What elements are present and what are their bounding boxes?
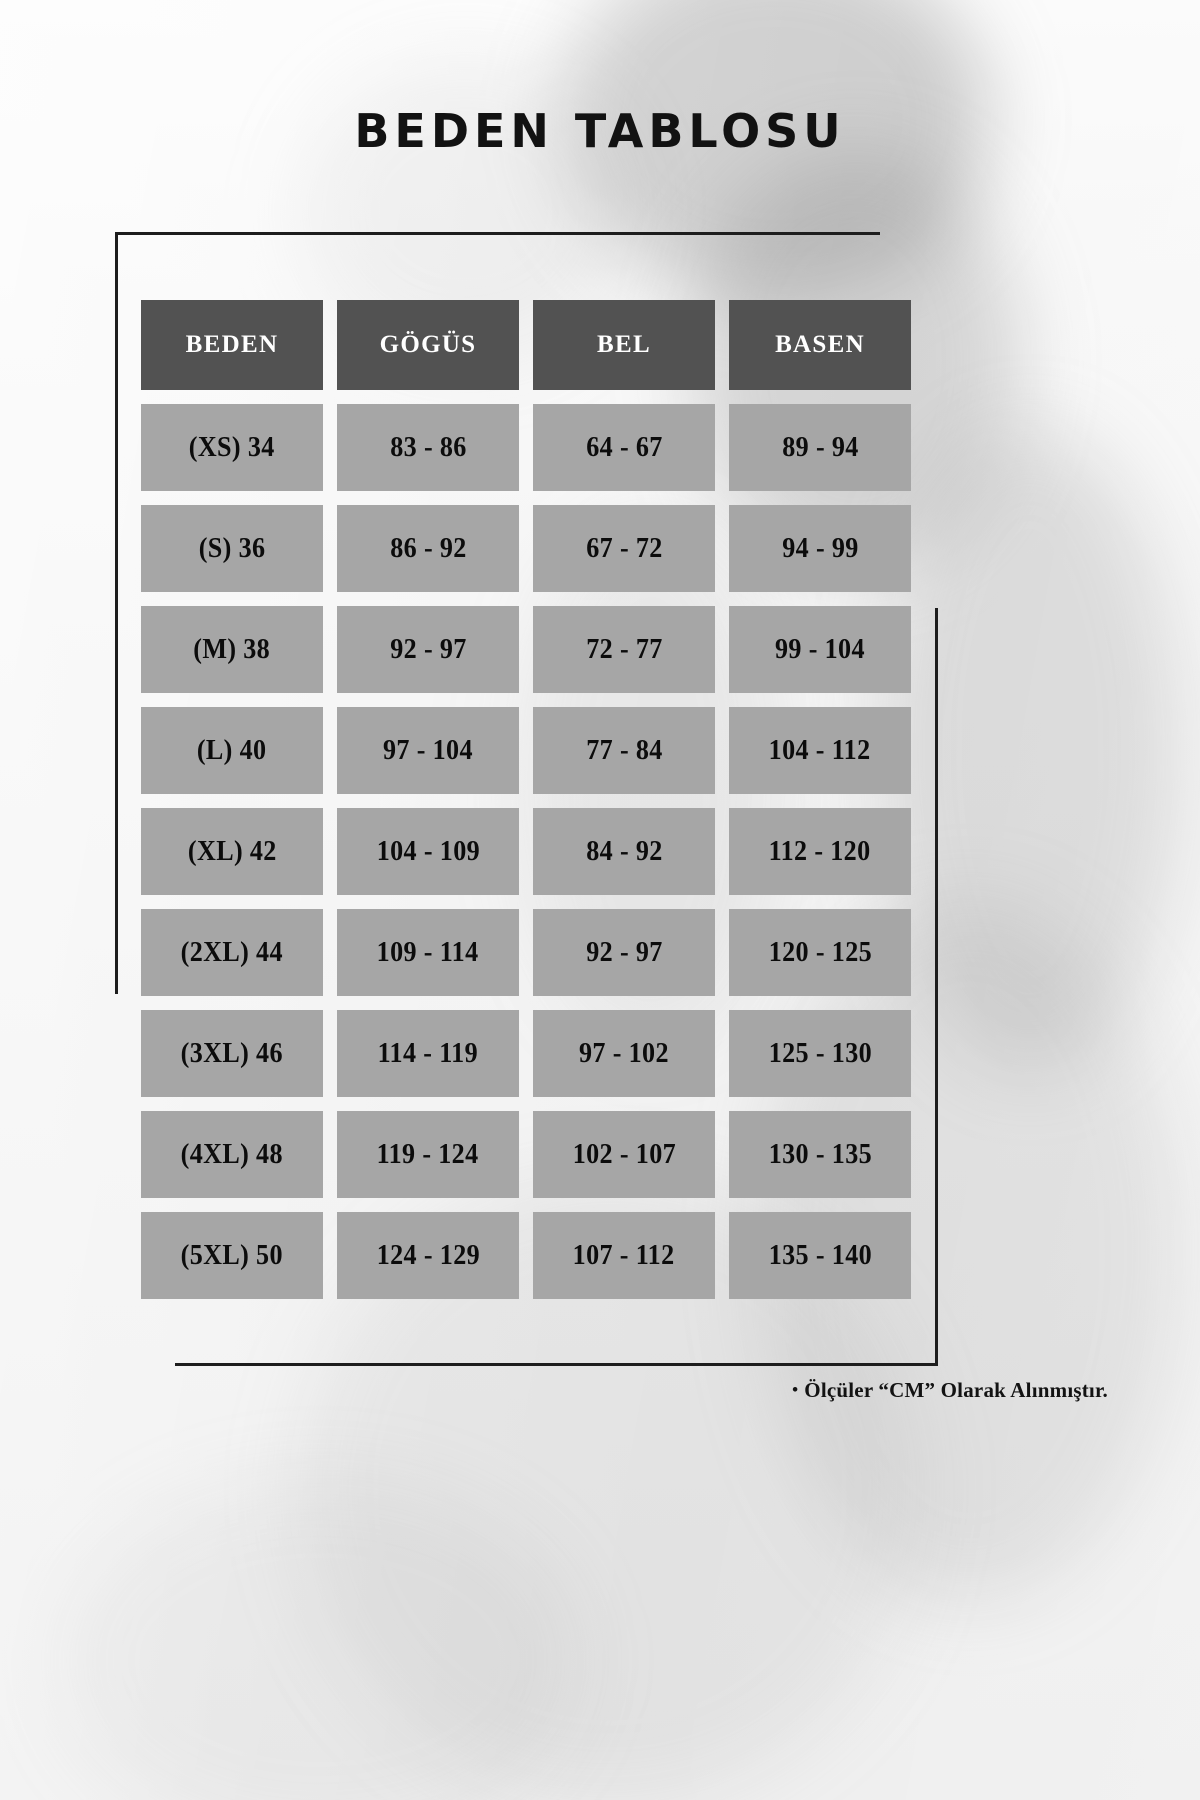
table-row: (M) 38 92 - 97 72 - 77 99 - 104: [141, 606, 911, 693]
table-row: (4XL) 48 119 - 124 102 - 107 130 - 135: [141, 1111, 911, 1198]
cell-value: 92 - 97: [389, 633, 467, 665]
cell-basen: 120 - 125: [729, 909, 911, 996]
cell-basen: 125 - 130: [729, 1010, 911, 1097]
cell-beden: (L) 40: [141, 707, 323, 794]
page-title: BEDEN TABLOSU: [354, 104, 846, 158]
cell-value: 72 - 77: [585, 633, 663, 665]
table-row: (XL) 42 104 - 109 84 - 92 112 - 120: [141, 808, 911, 895]
column-header-beden: BEDEN: [141, 300, 323, 390]
cell-value: 107 - 112: [573, 1239, 675, 1271]
cell-bel: 72 - 77: [533, 606, 715, 693]
cell-beden: (5XL) 50: [141, 1212, 323, 1299]
cell-beden: (2XL) 44: [141, 909, 323, 996]
cell-value: 125 - 130: [768, 1037, 872, 1069]
cell-bel: 92 - 97: [533, 909, 715, 996]
cell-value: 83 - 86: [389, 431, 467, 463]
table-row: (3XL) 46 114 - 119 97 - 102 125 - 130: [141, 1010, 911, 1097]
cell-beden: (4XL) 48: [141, 1111, 323, 1198]
cell-value: 86 - 92: [389, 532, 467, 564]
cell-gogus: 104 - 109: [337, 808, 519, 895]
cell-beden: (S) 36: [141, 505, 323, 592]
cell-value: 104 - 109: [376, 835, 480, 867]
cell-value: 104 - 112: [769, 734, 871, 766]
cell-basen: 135 - 140: [729, 1212, 911, 1299]
cell-basen: 112 - 120: [729, 808, 911, 895]
cell-gogus: 114 - 119: [337, 1010, 519, 1097]
cell-basen: 99 - 104: [729, 606, 911, 693]
cell-value: 119 - 124: [377, 1138, 479, 1170]
table-row: (2XL) 44 109 - 114 92 - 97 120 - 125: [141, 909, 911, 996]
decorative-line-top: [115, 232, 880, 235]
cell-value: 89 - 94: [781, 431, 859, 463]
footnote-text: Ölçüler “CM” Olarak Alınmıştır.: [804, 1378, 1108, 1402]
cell-value: 109 - 114: [377, 936, 479, 968]
table-row: (5XL) 50 124 - 129 107 - 112 135 - 140: [141, 1212, 911, 1299]
cell-value: 97 - 104: [383, 734, 473, 766]
cell-value: 130 - 135: [768, 1138, 872, 1170]
cell-value: (3XL) 46: [180, 1037, 284, 1069]
cell-basen: 94 - 99: [729, 505, 911, 592]
cell-gogus: 92 - 97: [337, 606, 519, 693]
cell-value: 94 - 99: [781, 532, 859, 564]
cell-gogus: 119 - 124: [337, 1111, 519, 1198]
column-header-gogus: GÖGÜS: [337, 300, 519, 390]
cell-value: 112 - 120: [769, 835, 871, 867]
cell-bel: 107 - 112: [533, 1212, 715, 1299]
cell-value: 124 - 129: [376, 1239, 480, 1271]
cell-bel: 97 - 102: [533, 1010, 715, 1097]
cell-value: 64 - 67: [585, 431, 663, 463]
cell-value: 102 - 107: [572, 1138, 676, 1170]
cell-value: (XS) 34: [189, 431, 275, 463]
cell-value: (XL) 42: [187, 835, 277, 867]
cell-gogus: 124 - 129: [337, 1212, 519, 1299]
bullet-icon: •: [792, 1380, 799, 1399]
table-row: (L) 40 97 - 104 77 - 84 104 - 112: [141, 707, 911, 794]
cell-gogus: 83 - 86: [337, 404, 519, 491]
cell-value: 135 - 140: [768, 1239, 872, 1271]
cell-gogus: 97 - 104: [337, 707, 519, 794]
decorative-line-bottom: [175, 1363, 938, 1366]
decorative-line-right: [935, 608, 938, 1366]
table-row: (XS) 34 83 - 86 64 - 67 89 - 94: [141, 404, 911, 491]
cell-value: (4XL) 48: [180, 1138, 284, 1170]
cell-basen: 130 - 135: [729, 1111, 911, 1198]
cell-basen: 104 - 112: [729, 707, 911, 794]
cell-bel: 67 - 72: [533, 505, 715, 592]
cell-beden: (M) 38: [141, 606, 323, 693]
cell-value: 120 - 125: [768, 936, 872, 968]
cell-value: (S) 36: [198, 532, 266, 564]
column-header-basen: BASEN: [729, 300, 911, 390]
cell-gogus: 86 - 92: [337, 505, 519, 592]
cell-bel: 77 - 84: [533, 707, 715, 794]
table-header-row: BEDEN GÖGÜS BEL BASEN: [141, 300, 911, 390]
cell-value: (2XL) 44: [180, 936, 284, 968]
cell-value: 92 - 97: [585, 936, 663, 968]
cell-beden: (3XL) 46: [141, 1010, 323, 1097]
cell-value: 99 - 104: [775, 633, 865, 665]
footnote: • Ölçüler “CM” Olarak Alınmıştır.: [0, 1378, 1108, 1403]
cell-value: 97 - 102: [579, 1037, 669, 1069]
background-silhouette-shape: [880, 430, 1180, 1070]
cell-value: (M) 38: [193, 633, 271, 665]
cell-beden: (XS) 34: [141, 404, 323, 491]
cell-bel: 64 - 67: [533, 404, 715, 491]
cell-value: (5XL) 50: [180, 1239, 284, 1271]
cell-beden: (XL) 42: [141, 808, 323, 895]
decorative-line-left: [115, 232, 118, 994]
cell-value: (L) 40: [197, 734, 267, 766]
cell-value: 84 - 92: [585, 835, 663, 867]
cell-gogus: 109 - 114: [337, 909, 519, 996]
cell-bel: 102 - 107: [533, 1111, 715, 1198]
table-row: (S) 36 86 - 92 67 - 72 94 - 99: [141, 505, 911, 592]
cell-bel: 84 - 92: [533, 808, 715, 895]
cell-value: 67 - 72: [585, 532, 663, 564]
column-header-bel: BEL: [533, 300, 715, 390]
cell-value: 114 - 119: [377, 1037, 479, 1069]
cell-value: 77 - 84: [585, 734, 663, 766]
cell-basen: 89 - 94: [729, 404, 911, 491]
background-silhouette-shape: [60, 1480, 580, 1800]
size-table: BEDEN GÖGÜS BEL BASEN (XS) 34 83 - 86 64…: [141, 300, 911, 1313]
